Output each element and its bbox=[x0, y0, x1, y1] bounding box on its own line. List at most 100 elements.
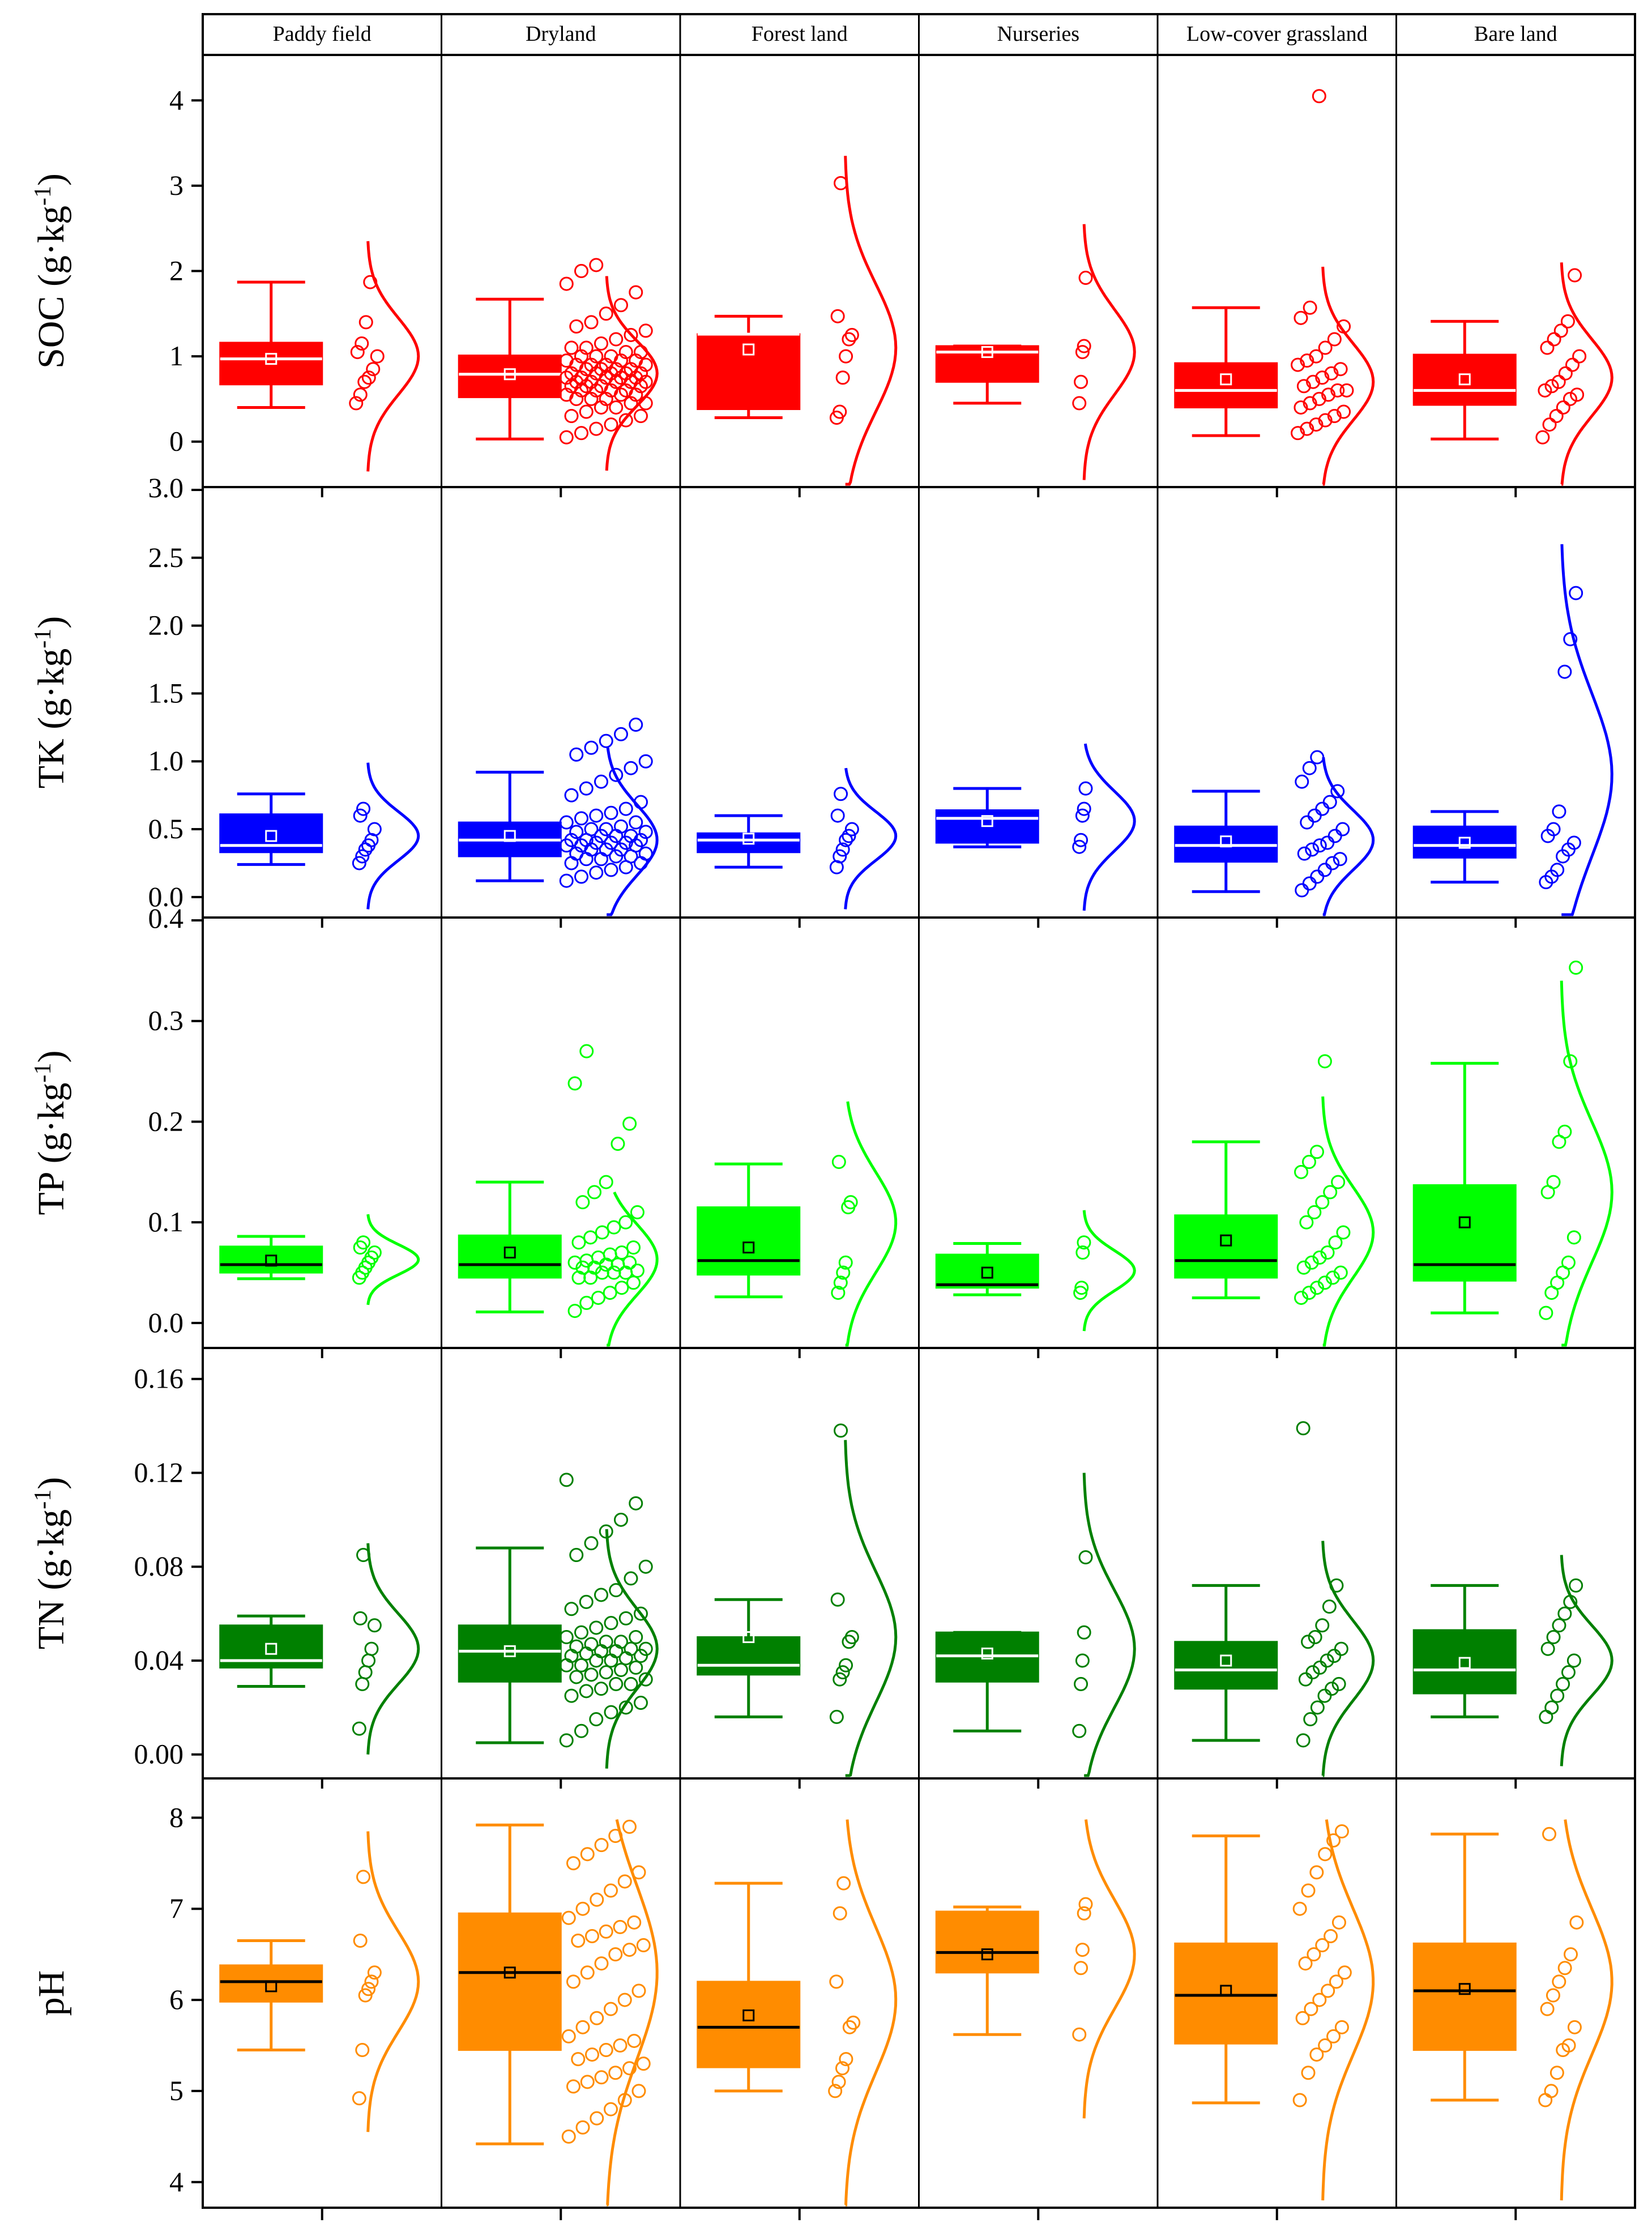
data-point bbox=[613, 2038, 627, 2053]
data-point bbox=[1307, 808, 1322, 823]
distribution-curve bbox=[366, 1831, 420, 2132]
distribution-curve bbox=[844, 767, 898, 910]
data-point bbox=[638, 1672, 653, 1687]
data-point bbox=[1556, 1676, 1570, 1691]
data-point bbox=[1296, 1260, 1311, 1275]
data-point bbox=[630, 1263, 644, 1278]
mean-marker bbox=[503, 1645, 516, 1657]
data-point bbox=[1544, 379, 1559, 394]
data-point bbox=[574, 264, 588, 278]
distribution-curve bbox=[1322, 757, 1375, 916]
data-point bbox=[604, 1616, 618, 1631]
data-point bbox=[604, 805, 618, 820]
data-point bbox=[1309, 349, 1324, 364]
column-header-4: Low-cover grassland bbox=[1186, 22, 1368, 46]
y-tick-label: 0.04 bbox=[134, 1644, 184, 1676]
data-point bbox=[1074, 1281, 1089, 1295]
data-point bbox=[1309, 2047, 1324, 2062]
mean-marker bbox=[742, 833, 755, 845]
data-point bbox=[624, 1641, 638, 1656]
data-point bbox=[559, 353, 574, 368]
data-point bbox=[599, 306, 613, 321]
data-point bbox=[1318, 340, 1333, 355]
data-point bbox=[630, 1205, 644, 1219]
column-header-1: Dryland bbox=[526, 22, 596, 46]
box-soc-4 bbox=[1174, 89, 1375, 486]
data-point bbox=[1315, 1938, 1330, 1953]
data-point bbox=[353, 1934, 368, 1948]
data-point bbox=[579, 1295, 594, 1310]
mean-marker bbox=[742, 2009, 755, 2021]
data-point bbox=[1558, 366, 1573, 381]
data-point bbox=[631, 2084, 646, 2098]
data-point bbox=[587, 1185, 602, 1200]
mean-marker bbox=[1458, 837, 1471, 849]
box-body bbox=[697, 832, 801, 854]
data-point bbox=[567, 1076, 582, 1091]
data-point bbox=[836, 1876, 851, 1891]
box-tk-4 bbox=[1174, 750, 1375, 916]
y-tick-label: 0.3 bbox=[148, 1005, 184, 1036]
box-soc-2 bbox=[697, 156, 898, 486]
data-point bbox=[609, 400, 624, 415]
data-point bbox=[1565, 357, 1580, 372]
data-point bbox=[574, 869, 588, 884]
box-body bbox=[697, 1206, 801, 1276]
data-point bbox=[1563, 391, 1577, 406]
y-tick-label: 0.1 bbox=[148, 1206, 184, 1238]
y-tick-label: 2.0 bbox=[148, 609, 184, 641]
y-tick-label: 0.00 bbox=[134, 1738, 184, 1770]
data-point bbox=[629, 1496, 643, 1511]
data-point bbox=[846, 2015, 861, 2030]
data-point bbox=[833, 1275, 848, 1290]
data-point bbox=[584, 1637, 599, 1652]
y-tick-label: 1 bbox=[169, 340, 183, 372]
data-point bbox=[1564, 1947, 1578, 1962]
data-point bbox=[589, 1712, 604, 1727]
box-body bbox=[1412, 1942, 1517, 2051]
mean-marker bbox=[981, 346, 993, 359]
data-point bbox=[622, 1943, 637, 1957]
mean-marker bbox=[981, 1948, 993, 1961]
box-tp-5 bbox=[1412, 961, 1613, 1347]
data-point bbox=[1077, 801, 1091, 816]
data-point bbox=[1072, 839, 1087, 854]
mean-marker bbox=[265, 353, 278, 365]
data-point bbox=[1296, 1421, 1310, 1436]
box-body bbox=[1174, 1942, 1278, 2045]
data-point bbox=[594, 2070, 609, 2085]
data-point bbox=[1325, 856, 1340, 871]
data-point bbox=[618, 413, 633, 428]
data-point bbox=[844, 822, 859, 837]
data-point bbox=[844, 327, 859, 342]
data-point bbox=[614, 1281, 629, 1295]
data-point bbox=[1294, 1164, 1309, 1179]
data-point bbox=[356, 801, 371, 816]
data-point bbox=[1540, 340, 1555, 355]
data-point bbox=[1557, 664, 1572, 679]
data-point bbox=[842, 2020, 857, 2034]
data-point bbox=[564, 856, 579, 871]
box-tp-3 bbox=[935, 1210, 1136, 1332]
data-point bbox=[834, 1423, 848, 1438]
mean-marker bbox=[1220, 1234, 1232, 1247]
data-point bbox=[599, 733, 613, 748]
data-point bbox=[1569, 961, 1583, 975]
y-top-label: 3.0 bbox=[148, 472, 184, 504]
data-point bbox=[1298, 1672, 1313, 1687]
data-point bbox=[590, 2111, 604, 2126]
data-point bbox=[1300, 421, 1314, 436]
data-point bbox=[1312, 1992, 1327, 2007]
data-point bbox=[613, 1919, 627, 1934]
panel-row-tn: 0.00 0.04 0.08 0.12 0.16 TN (g·kg-1) bbox=[30, 1347, 1636, 1780]
box-body bbox=[458, 1912, 562, 2051]
data-point bbox=[618, 1215, 633, 1230]
data-point bbox=[1331, 1915, 1346, 1930]
data-point bbox=[599, 822, 613, 837]
y-axis-label-tp: TP (g·kg-1) bbox=[30, 1050, 72, 1215]
data-point bbox=[575, 2020, 590, 2034]
data-point bbox=[833, 849, 847, 864]
data-point bbox=[580, 2075, 595, 2089]
data-point bbox=[1308, 1630, 1322, 1645]
data-point bbox=[609, 332, 624, 347]
